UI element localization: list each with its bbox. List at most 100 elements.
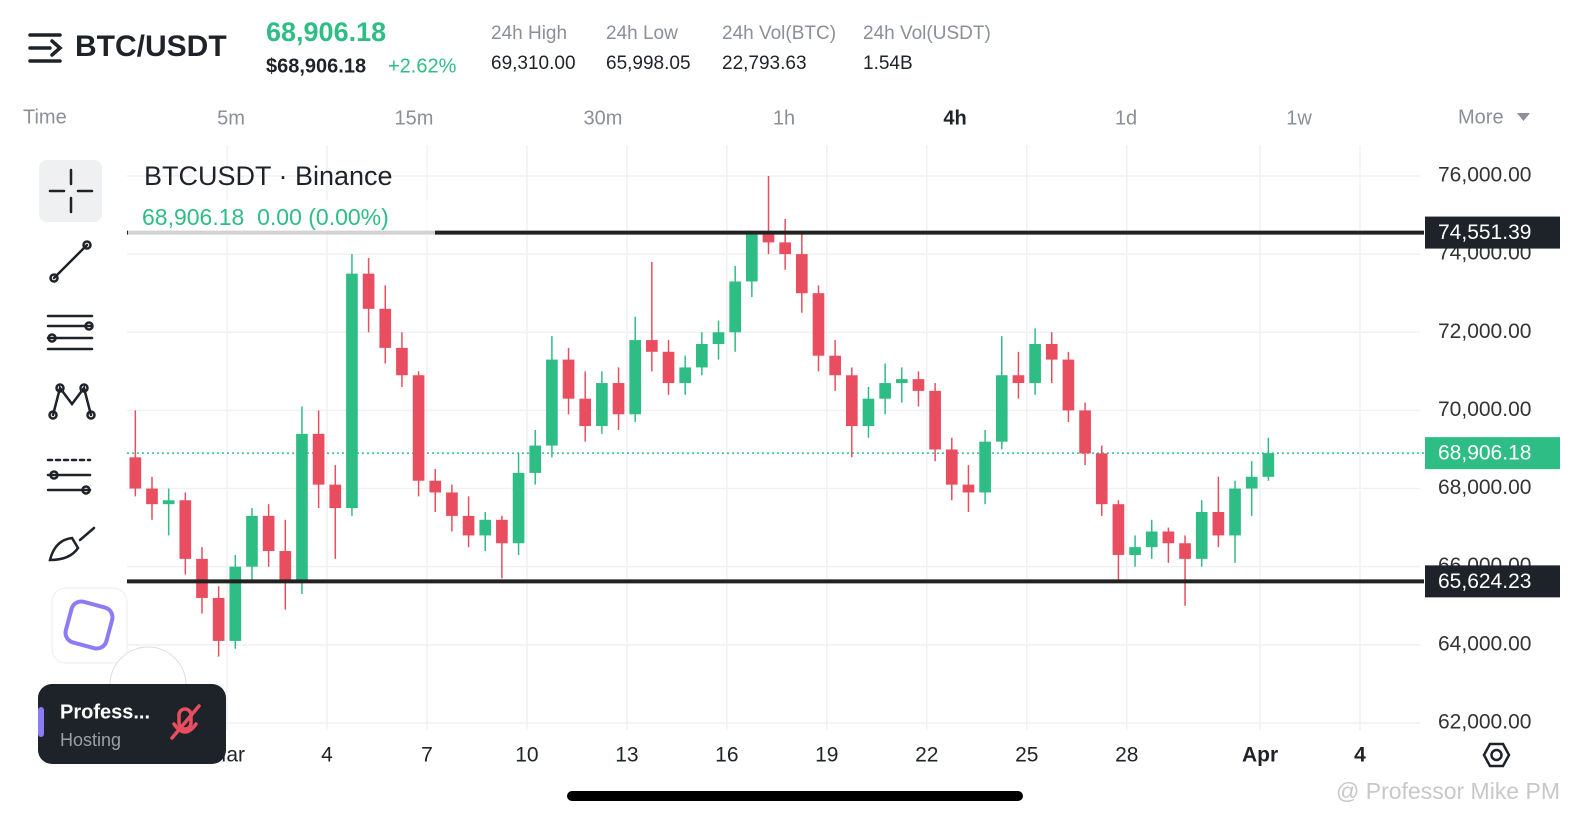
candle-body <box>1112 504 1125 555</box>
y-tick-label: 64,000.00 <box>1438 632 1531 655</box>
stat-value: 1.54B <box>863 53 913 74</box>
timeframe[interactable]: 1h <box>773 107 795 129</box>
candle-body <box>162 500 175 505</box>
y-tick-label: 68,000.00 <box>1438 476 1531 499</box>
menu-icon[interactable] <box>28 33 63 63</box>
stat-value: 69,310.00 <box>491 53 576 74</box>
y-tick-label: 62,000.00 <box>1438 711 1531 734</box>
hosting-card[interactable] <box>38 684 226 764</box>
crosshair-tool-bg[interactable] <box>39 160 102 222</box>
price-label-box <box>1425 216 1560 249</box>
candle-body <box>895 379 908 384</box>
candle-body <box>396 347 408 376</box>
candle-body <box>662 351 675 384</box>
trend-line-tool[interactable] <box>49 240 92 283</box>
candle-body <box>762 234 775 243</box>
candle-body <box>729 281 742 333</box>
candle-body <box>779 242 791 255</box>
candle-body <box>746 234 758 282</box>
more[interactable]: More <box>1458 106 1504 128</box>
candle-body <box>612 383 625 415</box>
candle-body <box>995 375 1008 442</box>
candle-body <box>862 398 875 427</box>
timeframe[interactable]: 15m <box>395 107 434 129</box>
watermark: @ Professor Mike PM <box>1336 778 1560 804</box>
candle-body <box>962 484 975 493</box>
candle-body <box>262 515 275 552</box>
x-tick-label: 10 <box>515 744 538 767</box>
fib-tool[interactable] <box>46 314 94 351</box>
candle-body <box>812 293 825 356</box>
price-label: 74,551.39 <box>1438 221 1531 244</box>
pattern-tool[interactable] <box>48 383 96 420</box>
candle-body <box>929 390 941 450</box>
chart-subtitle: 68,906.18 0.00 (0.00%) <box>142 204 389 230</box>
candle-body <box>1162 531 1175 544</box>
candle-body <box>412 375 425 481</box>
candle-body <box>246 515 258 567</box>
candle-body <box>1245 476 1258 489</box>
candle-body <box>1262 453 1275 477</box>
candle-body <box>1062 359 1075 411</box>
symbol[interactable]: BTC/USDT <box>75 30 227 63</box>
candle-body <box>212 597 225 641</box>
candle-body <box>479 519 492 536</box>
last-price-label: 68,906.18 <box>1438 442 1531 465</box>
timeframe[interactable]: 30m <box>584 107 623 129</box>
timeframe[interactable]: 4h <box>943 107 966 129</box>
y-tick-label: 72,000.00 <box>1438 320 1531 343</box>
candle-body <box>529 445 542 473</box>
x-tick-label: Apr <box>1242 744 1278 767</box>
candle-body <box>1229 488 1241 536</box>
candle-body <box>229 566 242 641</box>
ai-button[interactable] <box>51 587 128 664</box>
candle-body <box>379 308 392 348</box>
price-usd: $68,906.18 <box>266 55 366 77</box>
candle-body <box>1195 511 1208 559</box>
prediction-tool[interactable] <box>46 458 92 495</box>
candle-body <box>462 515 475 536</box>
ai-icon <box>63 599 115 651</box>
candle-body <box>129 457 142 489</box>
candle-body <box>1079 410 1091 454</box>
brush-tool[interactable] <box>48 526 96 562</box>
x-tick-label: 16 <box>715 744 738 767</box>
candle-body <box>1029 343 1041 384</box>
host-role: Hosting <box>60 730 121 750</box>
stat-label: 24h Low <box>606 23 678 44</box>
stat-value: 65,998.05 <box>606 53 691 74</box>
x-tick-label: 7 <box>421 744 433 767</box>
x-tick-label: 25 <box>1015 744 1038 767</box>
chart-title: BTCUSDT · Binance <box>144 161 393 191</box>
candle-body <box>712 332 725 344</box>
crosshair-tool[interactable] <box>48 168 94 214</box>
candle-body <box>1012 375 1025 384</box>
timeframe[interactable]: 5m <box>217 107 245 129</box>
candle-body <box>912 379 925 391</box>
price: 68,906.18 <box>266 17 386 47</box>
x-tick-label: 4 <box>321 744 333 767</box>
candle-body <box>646 340 658 352</box>
y-tick-label: 76,000.00 <box>1438 164 1531 187</box>
mic-muted[interactable] <box>170 704 201 740</box>
candle-body <box>312 433 325 485</box>
x-tick-label: 4 <box>1354 744 1366 767</box>
time-label[interactable]: Time <box>23 106 67 128</box>
price-label: 65,624.23 <box>1438 570 1531 593</box>
candle-body <box>429 480 442 493</box>
stat-value: 22,793.63 <box>722 53 807 74</box>
candle-body <box>696 343 708 368</box>
x-tick-label: 28 <box>1115 744 1138 767</box>
candle-body <box>829 355 841 376</box>
candle-body <box>496 519 508 544</box>
timeframe[interactable]: 1w <box>1286 107 1312 129</box>
hosting-accent <box>38 707 44 737</box>
candle-body <box>879 383 891 399</box>
timeframe[interactable]: 1d <box>1115 107 1137 129</box>
price-label-box <box>1425 565 1560 598</box>
settings[interactable] <box>1482 742 1511 768</box>
candle-body <box>795 254 808 294</box>
candle-body <box>1045 343 1058 360</box>
